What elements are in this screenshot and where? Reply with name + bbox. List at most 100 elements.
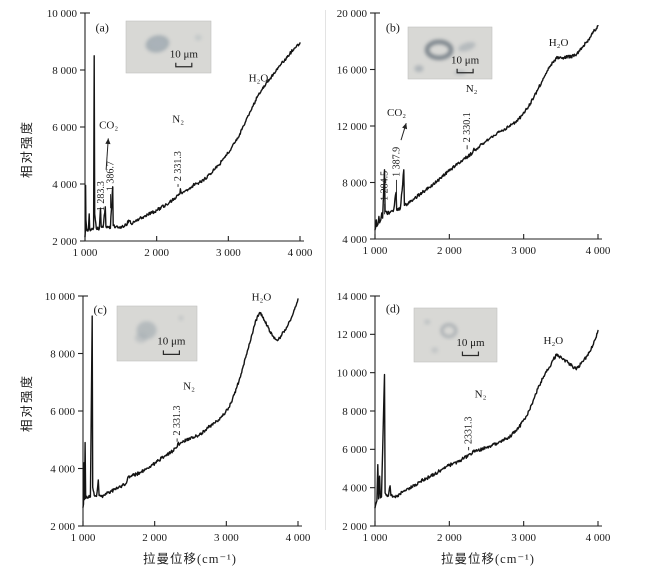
annotation-n: N₂ [466,83,478,95]
spectrum-curve [82,298,299,508]
inset-photo-border [413,307,498,363]
inclusion-speck2 [431,347,439,354]
inset-photo-background [117,306,197,361]
inset-scale-label: 10 μm [157,336,186,348]
panel-b-plot: 4 000 8 000 12 000 16 000 20 000 1 000 2 000 3 … [337,8,611,257]
y-axis-label-panel-c: 相对强度 [20,374,34,433]
y-tick-label: 12 000 [337,329,368,341]
x-tick-label: 1 000 [71,532,96,544]
x-tick-label: 2 000 [142,532,167,544]
y-tick-label: 8 000 [342,406,367,418]
annotation-n: N₂ [172,114,184,126]
inclusion-core [149,38,165,49]
y-tick-label: 20 000 [337,8,368,20]
peak-value-label: 2 331.3 [172,405,183,435]
inset-scale-bar [175,62,193,68]
panel-d-plot: 2 000 4 000 6 000 8 000 10 000 12 000 14 000 1 … [337,291,611,544]
x-tick-label: 3 000 [216,247,241,259]
y-tick-label: 4 000 [342,234,367,246]
annotation-c: (c) [94,302,107,316]
co2-arrow-head [105,138,111,145]
peak-value-label: 1 284.5 [380,171,391,201]
x-tick-label: 4 000 [586,532,611,544]
peak-value-label: 2 331.3 [173,151,184,181]
annotation-co: CO₂ [387,107,406,119]
x-tick-label: 4 000 [286,532,311,544]
y-tick-label: 16 000 [337,64,368,76]
inclusion-faint-ring [440,323,458,339]
y-tick-label: 2 000 [52,236,77,248]
y-tick-label: 8 000 [342,177,367,189]
inset-photo-border [407,26,493,80]
annotation-ho: H₂O [249,72,269,84]
y-tick-label: 14 000 [337,291,368,303]
inset-photo-background [126,21,211,73]
inset-photo: 10 μm [116,305,198,362]
inclusion-speck [414,65,424,73]
y-tick-label: 10 000 [47,8,78,20]
annotation-d: (d) [386,301,400,315]
x-tick-label: 3 000 [214,532,239,544]
annotation-n: N₂ [475,389,487,401]
page-column-divider [325,10,326,530]
x-tick-label: 1 000 [73,247,98,259]
inset-scale-bar [461,351,480,357]
annotation-co: CO₂ [99,119,118,131]
y-tick-label: 8 000 [50,348,75,360]
inset-scale-bar [162,350,180,355]
y-tick-label: 2 000 [50,521,75,533]
inclusion-speck [178,315,184,321]
x-tick-label: 1 000 [363,245,388,257]
x-tick-label: 2 000 [144,247,169,259]
annotation-ho: H₂O [549,37,569,49]
y-tick-label: 6 000 [50,406,75,418]
inset-photo: 10 μm [407,26,493,80]
inclusion-speck [194,34,202,41]
annotation-a: (a) [96,21,109,35]
inset-photo-border [125,20,212,74]
spectrum-curve [84,42,301,238]
annotation-n: N₂ [183,380,195,392]
y-tick-label: 10 000 [45,291,76,303]
y-axis-label-panel-a: 相对强度 [20,120,34,179]
inset-photo: 10 μm [413,307,498,363]
co2-arrow-head [402,123,408,130]
x-tick-label: 3 000 [511,532,536,544]
y-tick-label: 10 000 [337,367,368,379]
y-tick-label: 12 000 [337,121,368,133]
x-tick-label: 3 000 [511,245,536,257]
inset-photo-border [116,305,198,362]
y-tick-label: 6 000 [342,444,367,456]
y-tick-label: 8 000 [52,65,77,77]
peak-value-label: 1 386.7 [106,161,117,191]
annotation-ho: H₂O [544,335,564,347]
inset-scale-label: 10 μm [170,48,199,60]
inclusion-tail [458,42,476,52]
inclusion-speck [424,319,431,325]
inset-scale-bar [456,68,474,74]
inset-scale-label: 10 μm [456,337,485,349]
spectrum-curve [374,329,599,509]
x-axis-label-panel-d: 拉曼位移(cm⁻¹) [441,552,535,566]
x-tick-label: 4 000 [586,245,611,257]
peak-value-label: 1 387.9 [392,147,403,177]
y-tick-label: 4 000 [342,482,367,494]
inset-photo: 10 μm [125,20,212,74]
y-tick-label: 4 000 [52,179,77,191]
x-tick-label: 1 000 [363,532,388,544]
x-axis-label-panel-c: 拉曼位移(cm⁻¹) [143,552,237,566]
peak-value-label: 2331.3 [464,416,475,444]
y-tick-label: 4 000 [50,463,75,475]
y-tick-label: 2 000 [342,521,367,533]
annotation-b: (b) [386,20,400,34]
y-tick-label: 6 000 [52,122,77,134]
x-tick-label: 2 000 [437,532,462,544]
inclusion-blob2 [135,332,147,343]
peak-value-label: 1 283.3 [96,181,107,211]
peak-value-label: 2 330.1 [462,112,473,142]
annotation-ho: H₂O [252,291,272,303]
inset-scale-label: 10 μm [451,54,480,66]
